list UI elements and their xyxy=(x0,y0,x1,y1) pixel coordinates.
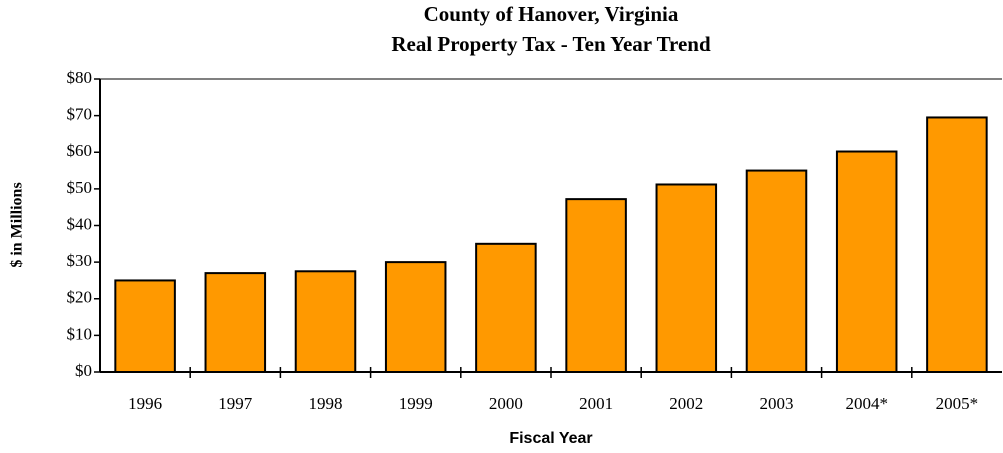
x-tick-label: 2001 xyxy=(579,394,613,413)
x-tick-label: 2003 xyxy=(760,394,794,413)
x-tick-label: 1999 xyxy=(399,394,433,413)
x-tick-label: 2004* xyxy=(845,394,888,413)
chart-subtitle: Real Property Tax - Ten Year Trend xyxy=(391,32,711,56)
y-tick-label: $20 xyxy=(67,288,93,307)
bar xyxy=(655,183,718,373)
y-tick-label: $80 xyxy=(67,68,93,87)
x-tick-label: 1997 xyxy=(218,394,253,413)
bar xyxy=(835,150,898,373)
bar xyxy=(926,116,988,373)
x-tick-label: 2000 xyxy=(489,394,523,413)
y-tick-label: $40 xyxy=(67,214,93,233)
y-axis-label: $ in Millions xyxy=(9,182,26,267)
bar xyxy=(384,261,447,373)
bar xyxy=(475,242,537,373)
bar xyxy=(204,272,267,373)
y-tick-label: $60 xyxy=(67,141,93,160)
bar xyxy=(565,198,627,373)
y-tick-label: $50 xyxy=(67,178,93,197)
x-tick-label: 2005* xyxy=(936,394,979,413)
y-tick-label: $70 xyxy=(67,105,93,124)
bar xyxy=(114,279,176,373)
x-tick-label: 1998 xyxy=(309,394,343,413)
x-axis-label: Fiscal Year xyxy=(509,430,592,447)
x-tick-label: 2002 xyxy=(669,394,703,413)
bar xyxy=(745,169,808,373)
chart-title: County of Hanover, Virginia xyxy=(424,2,679,26)
y-tick-label: $10 xyxy=(67,324,93,343)
bar xyxy=(294,270,357,373)
x-tick-label: 1996 xyxy=(128,394,162,413)
y-tick-label: $0 xyxy=(75,361,92,380)
y-tick-label: $30 xyxy=(67,251,93,270)
